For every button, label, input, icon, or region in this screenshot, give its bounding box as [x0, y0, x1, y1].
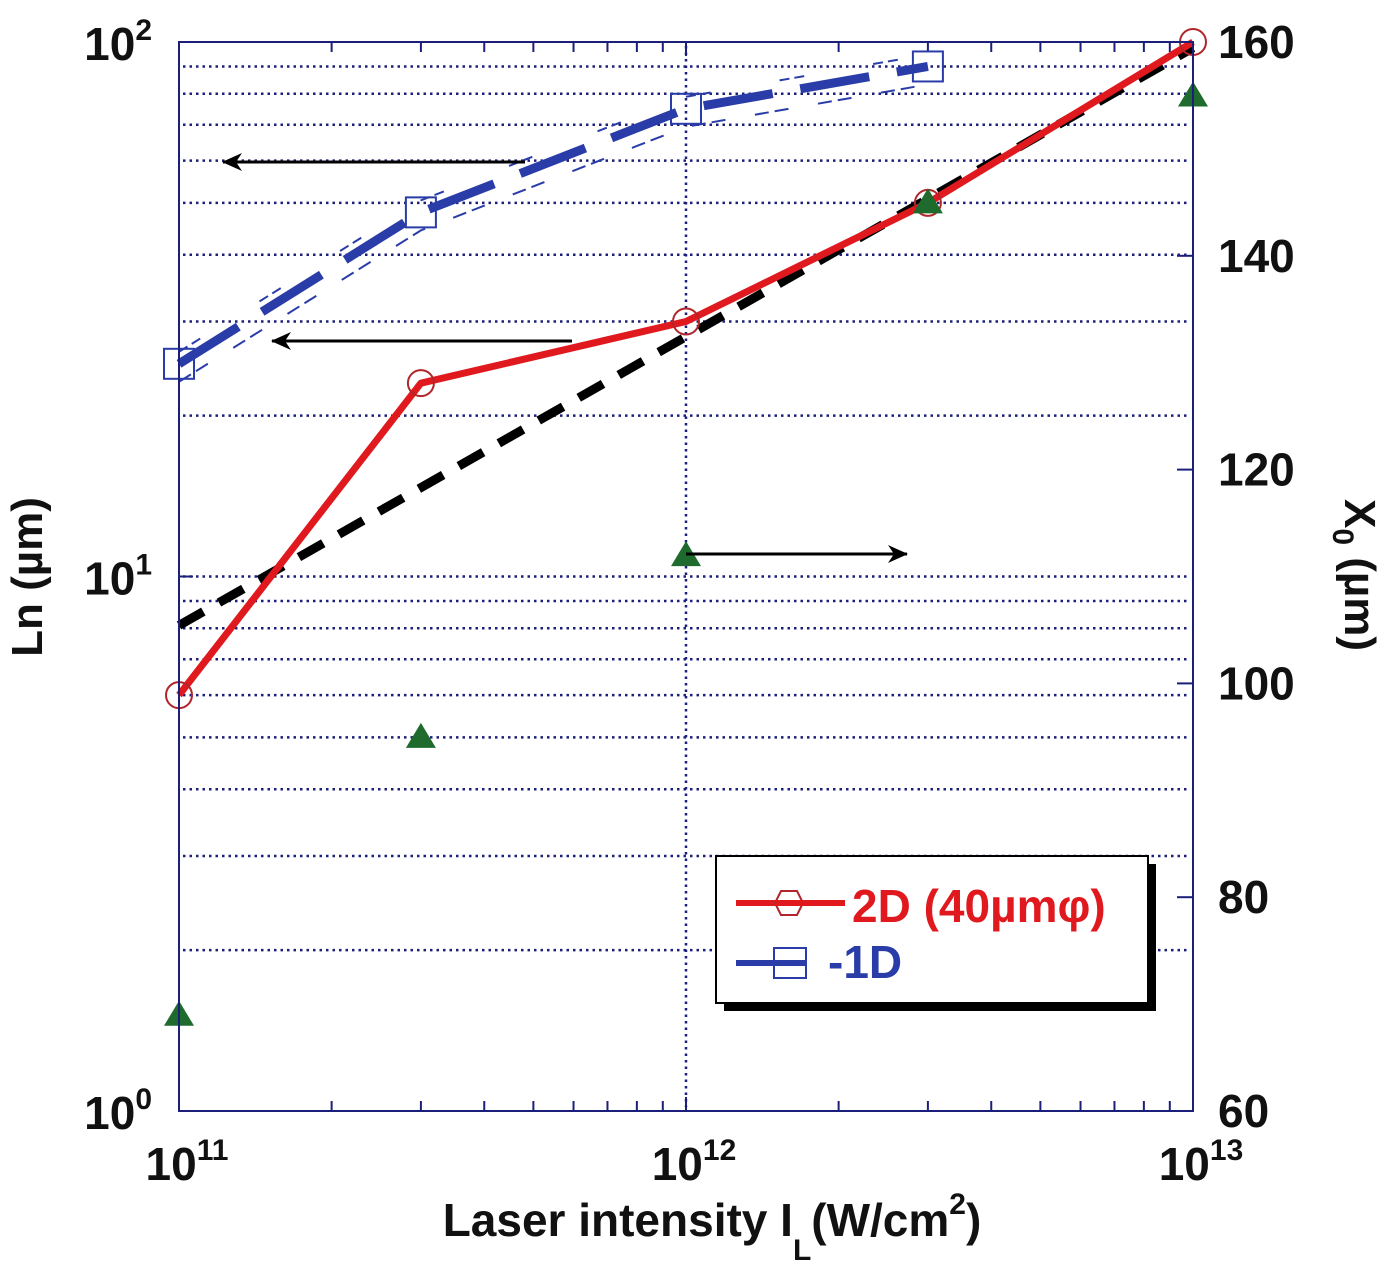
- tick-labels: 1011 1012 1013 100 101 102 60 80 100 120 140 160: [84, 14, 1295, 1190]
- x-axis-title: Laser intensity IL(W/cm2): [443, 1188, 982, 1267]
- circle-marker-icon: [406, 369, 435, 398]
- series-red-2d: [176, 39, 1195, 698]
- y-left-tick-label: 102: [84, 14, 152, 70]
- legend-item-1d: -1D: [736, 936, 902, 988]
- y-right-tick-label: 100: [1218, 657, 1295, 709]
- series-blue-1d: [176, 62, 929, 368]
- x-title-unit-open: (W/cm: [811, 1194, 949, 1246]
- x-tick-label: 1013: [1159, 1134, 1244, 1190]
- svg-text:X0 (µm): X0 (µm): [1326, 499, 1384, 651]
- x-title-main: Laser intensity I: [443, 1194, 793, 1246]
- series-blue-thin: [178, 83, 929, 383]
- annotation-arrows: [222, 153, 908, 563]
- y-left-tick-label: 101: [84, 549, 152, 605]
- circle-marker-icon: [672, 307, 700, 336]
- y-right-axis-title: X0 (µm): [1326, 499, 1384, 651]
- y-left-tick-label: 100: [84, 1083, 152, 1139]
- y-right-tick-label: 60: [1218, 1085, 1269, 1137]
- y-right-tick-label: 160: [1218, 16, 1295, 68]
- x-tick-label: 1011: [146, 1134, 229, 1190]
- triangle-marker-icon: [405, 722, 436, 748]
- y-right-title-main: X: [1335, 499, 1384, 528]
- legend-square-marker-icon: [773, 947, 807, 979]
- y-right-tick-label: 120: [1218, 444, 1295, 496]
- legend-label-1d: -1D: [828, 936, 902, 988]
- x-title-unit-sup: 2: [949, 1188, 966, 1221]
- x-tick-label: 1012: [652, 1134, 737, 1190]
- square-marker-icon: [670, 92, 702, 125]
- x-title-unit-close: ): [966, 1194, 981, 1246]
- y-right-tick-label: 80: [1218, 871, 1269, 923]
- y-right-tick-label: 140: [1218, 230, 1295, 282]
- square-marker-icon: [911, 50, 944, 83]
- plot-frame: [178, 41, 1194, 1112]
- y-right-title-sub: 0: [1326, 528, 1359, 545]
- legend-item-2d: 2D (40µmφ): [736, 880, 1106, 932]
- square-marker-icon: [404, 196, 437, 229]
- x-title-sub: L: [793, 1234, 811, 1267]
- y-left-axis-title: Ln (µm): [3, 497, 52, 657]
- legend-label-2d: 2D (40µmφ): [852, 880, 1106, 932]
- triangle-marker-icon: [912, 188, 943, 214]
- y-right-title-unit: (µm): [1335, 545, 1384, 651]
- legend: 2D (40µmφ) -1D: [715, 855, 1156, 1011]
